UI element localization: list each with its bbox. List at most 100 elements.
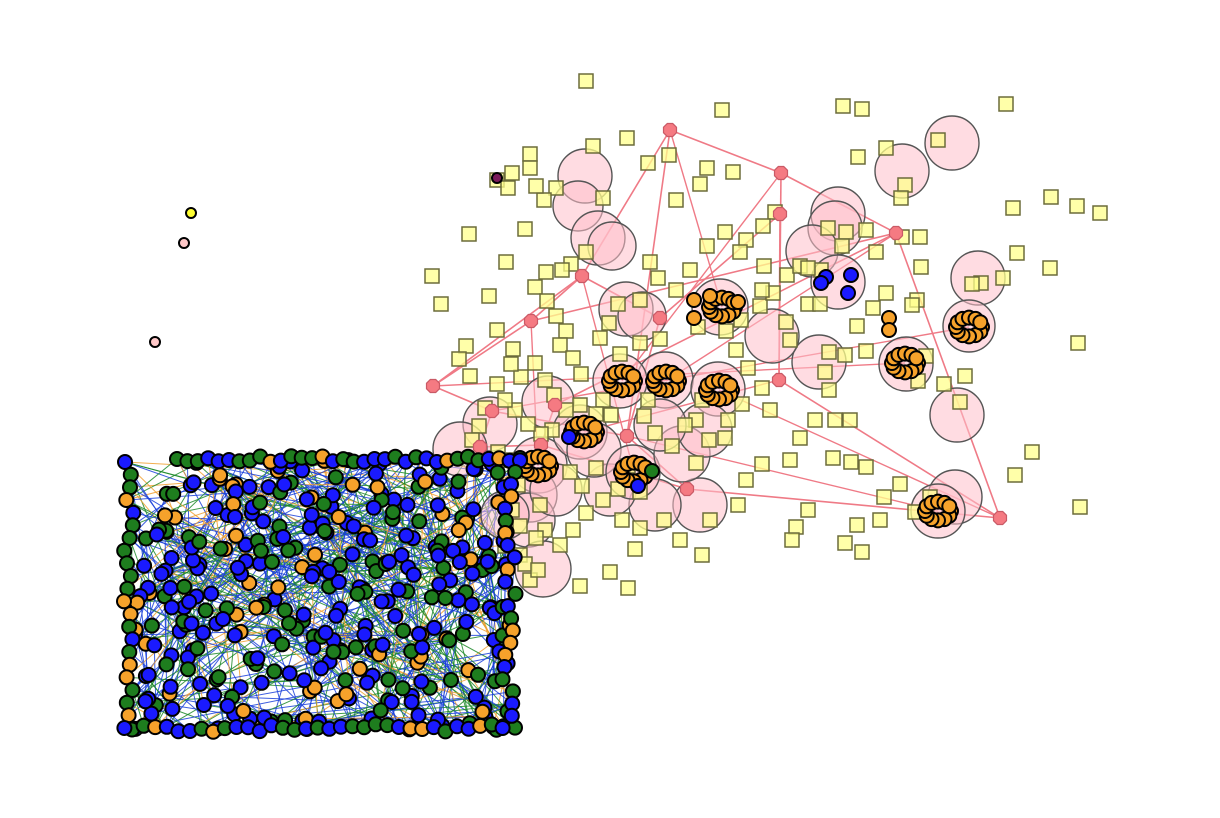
red-hub-node xyxy=(679,481,695,497)
edge xyxy=(132,483,237,526)
orange-ring-node xyxy=(669,368,686,385)
blue-node xyxy=(328,607,345,624)
green-node xyxy=(372,702,389,719)
green-node xyxy=(443,672,459,688)
yellow-square-node xyxy=(578,73,594,89)
yellow-square-node xyxy=(627,541,643,557)
yellow-square-node xyxy=(661,147,677,163)
blue-node xyxy=(497,573,514,590)
yellow-square-node xyxy=(754,282,770,298)
yellow-square-node xyxy=(462,368,478,384)
yellow-square-node xyxy=(573,366,589,382)
green-node xyxy=(281,615,297,632)
yellow-square-node xyxy=(892,476,908,492)
yellow-square-node xyxy=(995,270,1011,286)
yellow-square-node xyxy=(998,96,1014,112)
blue-node xyxy=(429,497,446,514)
blue-node xyxy=(275,529,292,545)
yellow-square-node xyxy=(964,276,980,292)
yellow-square-node xyxy=(820,220,836,236)
yellow-square-node xyxy=(1024,444,1040,460)
blue-node xyxy=(430,547,447,564)
green-node xyxy=(644,463,660,479)
yellow-square-node xyxy=(602,564,618,580)
green-node xyxy=(325,643,342,660)
green-node xyxy=(331,556,348,573)
blue-node xyxy=(398,527,415,544)
orange-ring-node xyxy=(972,314,989,331)
blue-node xyxy=(146,637,163,654)
blue-node xyxy=(183,615,200,632)
isolated-nodes xyxy=(149,172,503,348)
green-node xyxy=(197,602,214,619)
yellow-square-node xyxy=(601,315,617,331)
blue-node xyxy=(479,553,496,570)
yellow-square-node xyxy=(548,308,564,324)
yellow-square-node xyxy=(1007,467,1023,483)
yellow-square-node xyxy=(755,218,771,234)
blue-node xyxy=(313,660,330,677)
yellow-square-node xyxy=(503,356,519,372)
yellow-square-node xyxy=(952,394,968,410)
orange-node xyxy=(118,492,135,508)
blue-node xyxy=(344,546,361,563)
yellow-square-node xyxy=(552,537,568,553)
yellow-square-node xyxy=(536,192,552,208)
blue-node xyxy=(140,666,157,683)
yellow-square-node xyxy=(632,335,648,351)
yellow-square-node xyxy=(572,578,588,594)
red-hub-node xyxy=(523,313,539,329)
yellow-square-node xyxy=(876,489,892,505)
yellow-square-node xyxy=(632,520,648,536)
yellow-square-node xyxy=(812,296,828,312)
green-node xyxy=(494,671,511,688)
yellow-square-node xyxy=(668,192,684,208)
red-hub-node xyxy=(425,378,441,394)
yellow-square-node xyxy=(688,455,704,471)
orange-node xyxy=(307,546,323,563)
edge xyxy=(364,532,423,635)
yellow-square-node xyxy=(740,360,756,376)
green-node xyxy=(489,464,506,481)
yellow-square-node xyxy=(699,160,715,176)
red-hub-node xyxy=(472,439,488,455)
yellow-square-node xyxy=(424,268,440,284)
orange-node xyxy=(730,294,746,310)
yellow-square-node xyxy=(720,412,736,428)
blue-node xyxy=(431,576,448,593)
pink-edge xyxy=(669,129,723,308)
yellow-square-node xyxy=(850,149,866,165)
yellow-square-node xyxy=(868,244,884,260)
yellow-square-node xyxy=(1043,189,1059,205)
red-hub-node xyxy=(484,403,500,419)
orange-node xyxy=(686,292,702,308)
orange-node xyxy=(351,660,368,677)
blue-node xyxy=(207,500,224,516)
blue-node xyxy=(506,549,523,566)
blue-node xyxy=(148,526,165,543)
yellow-square-node xyxy=(504,165,520,181)
blue-node xyxy=(296,672,313,689)
yellow-square-node xyxy=(668,282,684,298)
edge xyxy=(151,625,258,659)
blue-node xyxy=(381,553,397,570)
isolated-pink-node xyxy=(178,237,190,249)
orange-node xyxy=(270,579,287,596)
green-node xyxy=(316,523,333,539)
yellow-square-node xyxy=(878,285,894,301)
green-node xyxy=(274,636,291,653)
orange-node xyxy=(212,467,229,484)
edge xyxy=(129,537,185,588)
orange-ring-node xyxy=(722,377,739,394)
yellow-square-node xyxy=(717,430,733,446)
yellow-square-node xyxy=(677,417,693,433)
yellow-square-node xyxy=(636,408,652,424)
yellow-square-node xyxy=(538,264,554,280)
green-node xyxy=(210,669,227,686)
yellow-square-node xyxy=(537,372,553,388)
blue-node xyxy=(227,483,244,500)
yellow-square-node xyxy=(858,459,874,475)
yellow-square-node xyxy=(572,397,588,413)
edge xyxy=(413,505,439,575)
yellow-square-node xyxy=(481,288,497,304)
